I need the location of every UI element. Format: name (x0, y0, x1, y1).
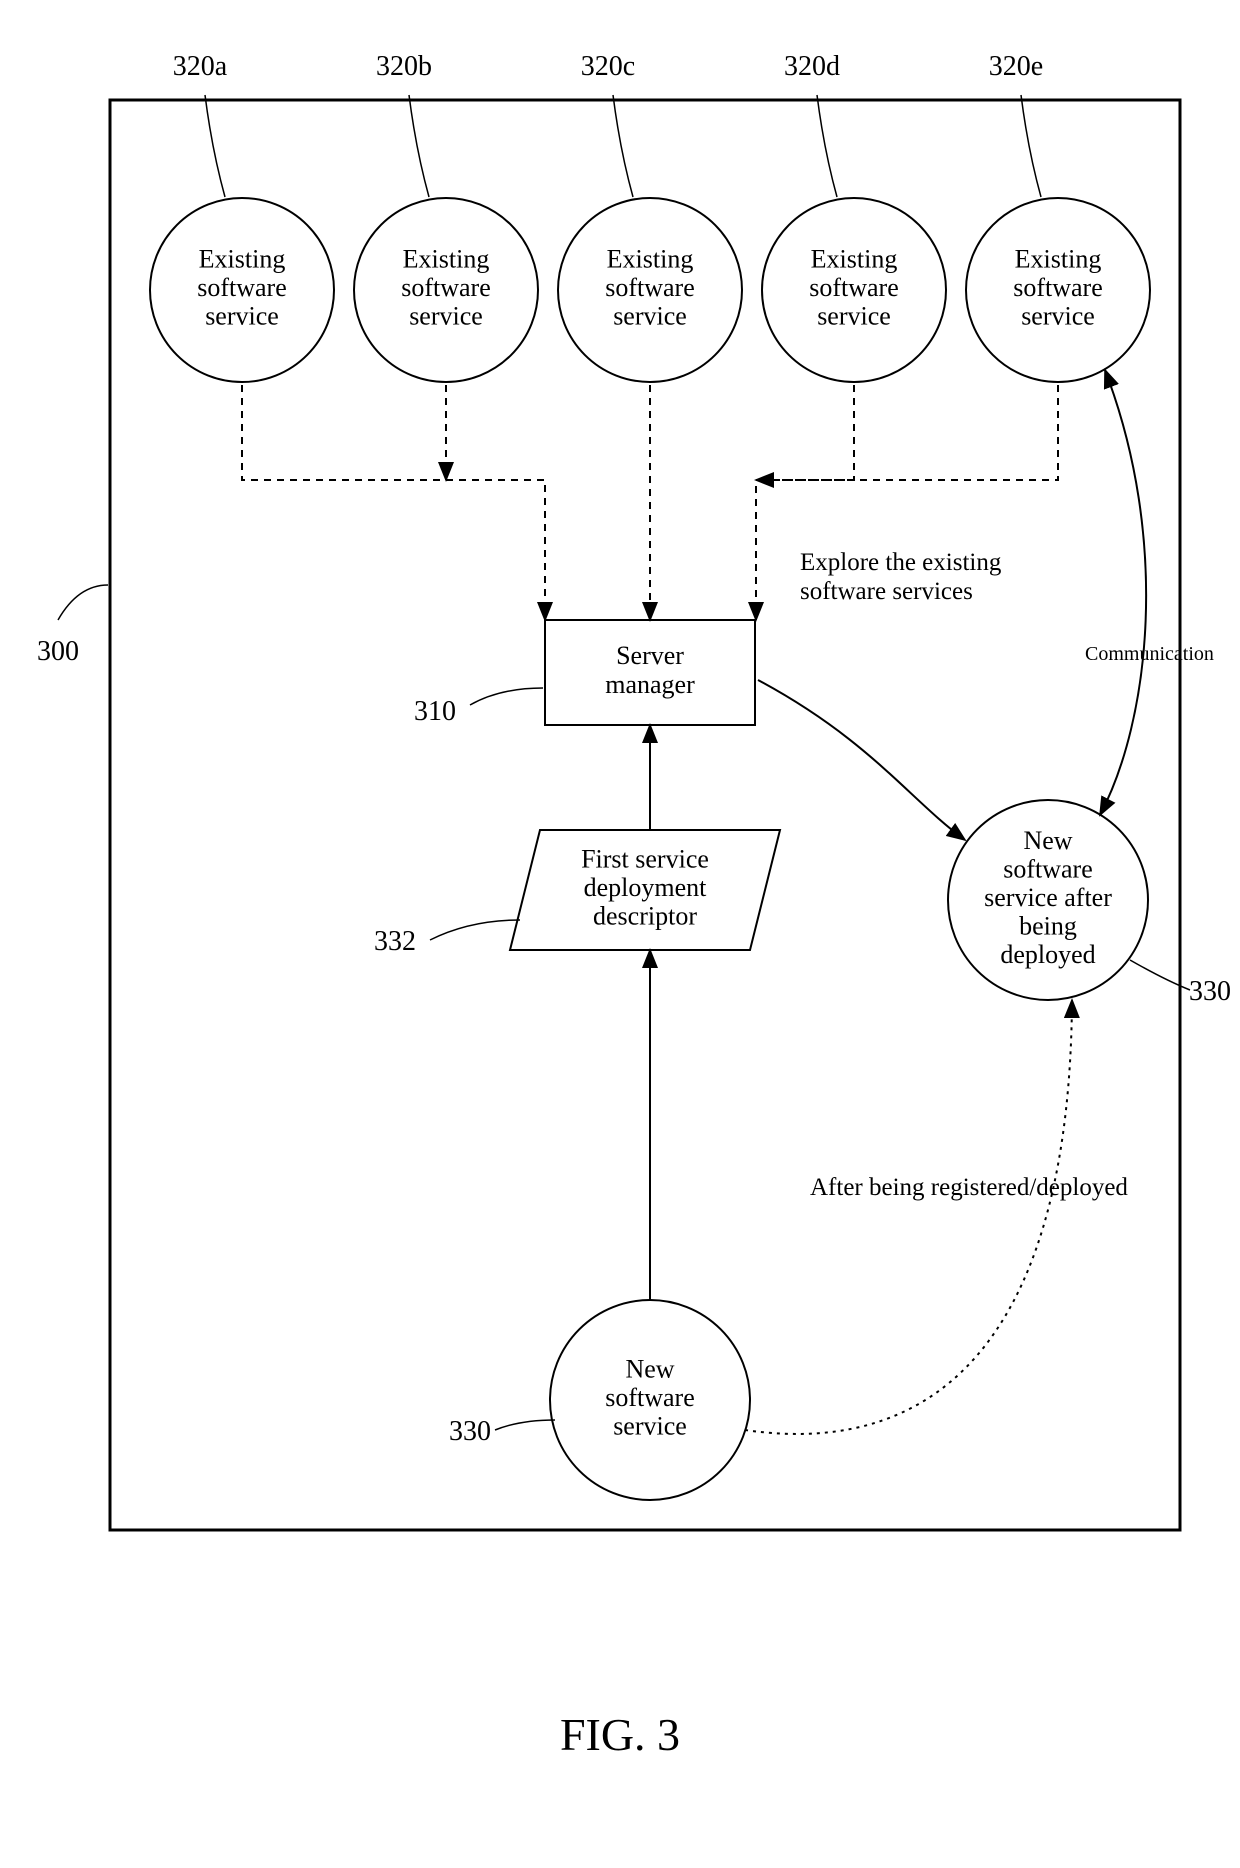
ref-320b: 320b (376, 51, 432, 82)
ref_e (1021, 95, 1041, 197)
ref_332 (430, 920, 520, 940)
ref-320a: 320a (173, 51, 228, 82)
e_new_deployed-label: After being registered/deployed (810, 1174, 1128, 1201)
ref_a (205, 95, 225, 197)
e_deployed_e-label: Communication (1085, 643, 1214, 665)
svg-text:Existingsoftwareservice: Existingsoftwareservice (401, 244, 491, 330)
ref_b (409, 95, 429, 197)
e_new_deployed (745, 1000, 1072, 1434)
ref-300: 300 (37, 636, 79, 667)
e_deployed_e (1100, 370, 1146, 815)
ref_c (613, 95, 633, 197)
ref-330: 330 (449, 1416, 491, 1447)
svg-text:Existingsoftwareservice: Existingsoftwareservice (605, 244, 695, 330)
ref-320e: 320e (989, 51, 1043, 82)
e_d_mgr (756, 385, 854, 480)
ref_310 (470, 688, 543, 705)
figure-label: FIG. 3 (560, 1709, 680, 1760)
ref_d (817, 95, 837, 197)
e_container_ref (58, 585, 108, 620)
ref-332: 332 (374, 926, 416, 957)
svg-text:Existingsoftwareservice: Existingsoftwareservice (809, 244, 899, 330)
svg-text:Existingsoftwareservice: Existingsoftwareservice (1013, 244, 1103, 330)
svg-text:First servicedeploymentdescrip: First servicedeploymentdescriptor (581, 844, 709, 930)
e_mgr_deployed-label: Explore the existingsoftware services (800, 549, 1002, 605)
e_mgr_deployed (758, 680, 965, 840)
ref_330b (495, 1420, 555, 1430)
svg-text:Existingsoftwareservice: Existingsoftwareservice (197, 244, 287, 330)
ref-320d: 320d (784, 51, 840, 82)
ref-330: 330 (1189, 976, 1231, 1007)
svg-text:Servermanager: Servermanager (605, 641, 695, 699)
ref-310: 310 (414, 696, 456, 727)
e_a_mgr (242, 385, 545, 620)
ref-320c: 320c (581, 51, 635, 82)
